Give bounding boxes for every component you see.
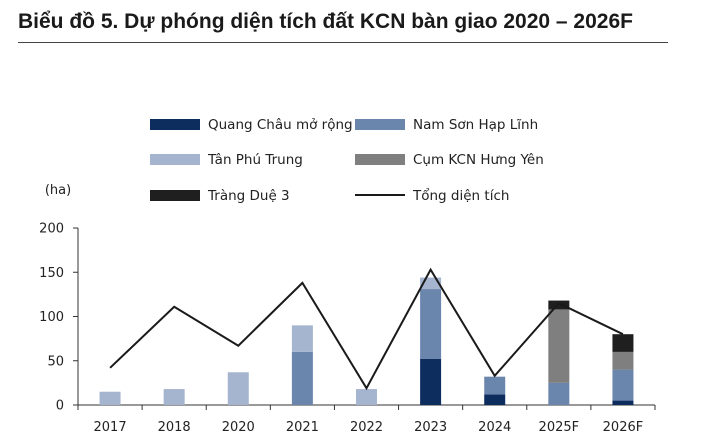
legend-label: Tổng diện tích [412, 187, 509, 204]
y-tick-label: 200 [39, 222, 64, 237]
x-tick-label: 2022 [350, 420, 383, 435]
bars [99, 277, 634, 405]
x-tick-label: 2023 [414, 420, 447, 435]
bar-segment [612, 334, 634, 352]
x-tick-label: 2020 [222, 420, 255, 435]
legend-swatch [150, 119, 200, 130]
bar-segment [548, 382, 570, 405]
legend-label: Nam Sơn Hạp Lĩnh [413, 117, 538, 133]
bar-segment [163, 389, 185, 405]
bar-segment [612, 369, 634, 401]
legend-swatch [355, 154, 405, 165]
bar-segment [356, 389, 377, 405]
y-tick-label: 0 [56, 399, 64, 414]
x-tick-label: 2026F [603, 420, 644, 435]
x-tick-label: 2021 [286, 420, 319, 435]
bar-segment [227, 372, 249, 405]
x-tick-label: 2018 [158, 420, 191, 435]
legend-label: Tràng Duệ 3 [207, 188, 290, 204]
legend-label: Quang Châu mở rộng [208, 117, 353, 133]
legend-swatch [150, 154, 200, 165]
legend-swatch [355, 119, 405, 130]
bar-segment [484, 376, 506, 395]
bar-segment [99, 391, 121, 405]
legend-label: Cụm KCN Hưng Yên [413, 152, 544, 168]
y-axis-label: (ha) [45, 183, 71, 198]
x-tick-label: 2017 [94, 420, 127, 435]
y-tick-label: 150 [39, 266, 64, 281]
bar-segment [420, 277, 442, 290]
bar-segment [612, 400, 634, 405]
legend-label: Tân Phú Trung [207, 152, 303, 168]
y-tick-label: 100 [39, 310, 64, 325]
total-line [109, 267, 624, 391]
bar-segment [612, 351, 634, 370]
bar-segment [548, 300, 570, 310]
legend-swatch [150, 190, 200, 201]
bar-segment [484, 394, 506, 405]
bar-segment [548, 309, 570, 383]
x-tick-label: 2025F [539, 420, 580, 435]
total-area-line [109, 267, 624, 391]
chart-title: Biểu đồ 5. Dự phóng diện tích đất KCN bà… [18, 10, 668, 43]
bar-segment [291, 325, 313, 352]
bar-segment [291, 351, 313, 405]
legend: Quang Châu mở rộng Nam Sơn Hạp Lĩnh Tân Ph… [150, 117, 544, 204]
y-tick-label: 50 [47, 354, 64, 369]
bar-segment [420, 289, 442, 359]
x-tick-label: 2024 [478, 420, 511, 435]
bar-segment [420, 358, 442, 405]
